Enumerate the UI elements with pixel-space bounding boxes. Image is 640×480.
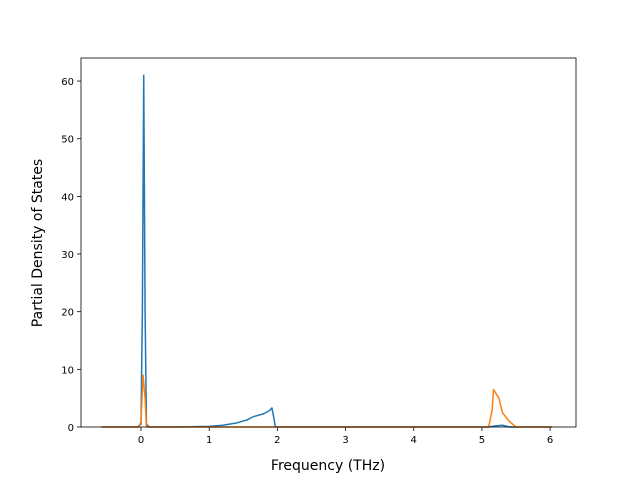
y-tick-label: 10: [61, 365, 74, 376]
y-tick-label: 50: [61, 135, 74, 146]
x-tick-label: 0: [138, 435, 144, 446]
plot-frame: [80, 57, 577, 428]
x-tick-label: 4: [411, 435, 417, 446]
x-tick-label: 1: [206, 435, 212, 446]
y-tick-label: 40: [61, 192, 74, 203]
series-line: [101, 374, 553, 428]
x-tick-label: 5: [479, 435, 485, 446]
y-tick-label: 60: [61, 77, 74, 88]
x-tick-label: 2: [274, 435, 280, 446]
y-tick-label: 20: [61, 308, 74, 319]
x-tick-label: 3: [342, 435, 348, 446]
y-tick-label: 30: [61, 250, 74, 261]
y-tick-label: 0: [68, 423, 74, 434]
series-line: [101, 74, 553, 428]
y-axis-label: Partial Density of States: [30, 159, 46, 327]
x-tick-label: 6: [547, 435, 553, 446]
x-axis-label: Frequency (THz): [271, 458, 385, 474]
